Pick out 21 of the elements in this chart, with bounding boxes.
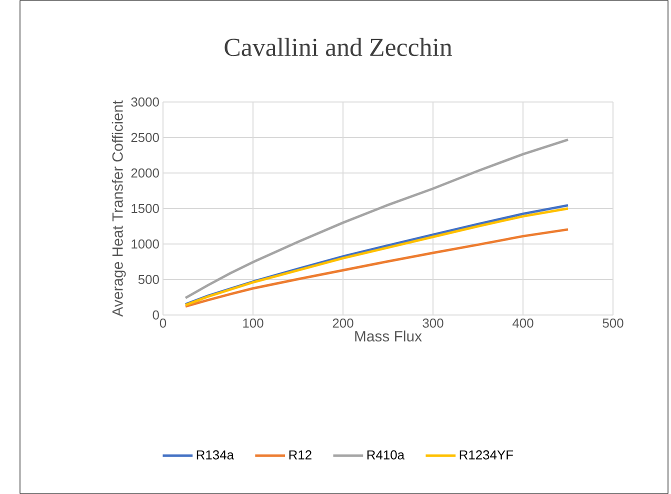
legend-label: R410a [367, 450, 405, 460]
x-tick-label: 400 [512, 318, 534, 328]
line-series [184, 138, 570, 300]
x-tick-label: 200 [332, 318, 354, 328]
y-tick-label: 2500 [131, 132, 159, 142]
y-tick-label: 1000 [132, 239, 159, 249]
y-tick-label: 2000 [131, 168, 159, 178]
x-axis-title: Mass Flux [355, 330, 422, 342]
x-tick-label: 100 [243, 318, 264, 328]
y-axis-title: Average Heat Transfer Cofficient [112, 100, 126, 317]
y-tick-label: 1500 [132, 204, 159, 214]
y-tick-label: 0 [152, 310, 159, 320]
y-tick-label: 500 [138, 274, 159, 284]
x-tick-label: 300 [422, 318, 444, 328]
chart-title: Cavallini and Zecchin [224, 38, 452, 56]
legend-label: R134a [196, 450, 234, 460]
legend-label: R1234YF [460, 450, 514, 460]
x-tick-label: 0 [160, 318, 166, 328]
y-tick-label: 3000 [131, 97, 159, 107]
x-tick-label: 500 [602, 318, 624, 328]
legend-label: R12 [289, 450, 312, 460]
